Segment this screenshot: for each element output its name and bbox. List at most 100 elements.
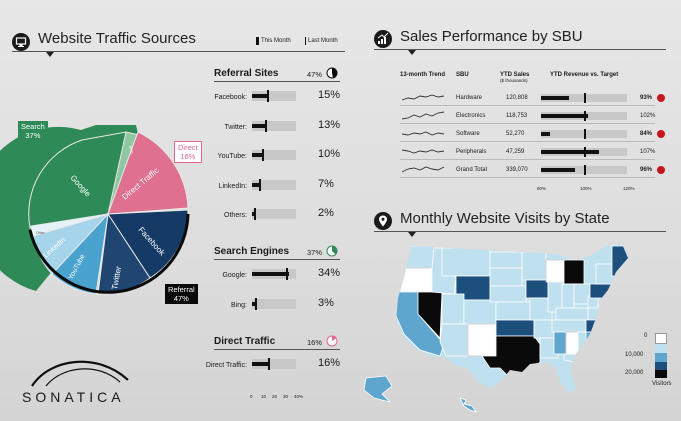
- row-bar-last-month: [259, 178, 262, 191]
- row-label: Others:: [224, 212, 247, 219]
- group-title: Referral Sites: [214, 68, 279, 79]
- state-ok: [495, 319, 535, 337]
- group-pct: 37%: [307, 248, 323, 257]
- row-bar-last-month: [254, 208, 257, 220]
- slice-label-bing: Bing: [128, 145, 135, 154]
- group-pie-icon: [326, 335, 338, 347]
- map-legend: [655, 333, 667, 378]
- state-or: [399, 267, 433, 293]
- map-pin-icon: [374, 212, 392, 230]
- row-bar-track: [252, 359, 296, 369]
- state-wa: [403, 245, 435, 269]
- group-pie-icon: [326, 67, 338, 79]
- row-pct: 3%: [318, 296, 334, 309]
- state-hi: [459, 397, 477, 413]
- row-bar-last-month: [267, 90, 270, 102]
- row-bar-value: [252, 153, 263, 157]
- row-bar-track: [252, 209, 296, 219]
- group-pie-icon: [326, 245, 338, 257]
- state-ar: [533, 319, 555, 339]
- revenue-target: [584, 165, 586, 175]
- alert-dot: [657, 166, 665, 174]
- slice-label-other: Other: [36, 231, 46, 235]
- callout-referral: Referral 47%: [165, 284, 198, 304]
- row-bar-value: [252, 272, 290, 276]
- state-tn: [551, 319, 587, 333]
- axis-tick-label: 30: [283, 394, 289, 399]
- sales-title-rule: [374, 49, 666, 50]
- row-label: LinkedIn:: [218, 182, 247, 190]
- state-in: [561, 283, 575, 309]
- callout-direct-label: Direct: [178, 143, 198, 152]
- group-pct: 16%: [307, 338, 323, 347]
- group-title-rule: [214, 349, 340, 350]
- header-trend: 13-month Trend: [400, 72, 446, 78]
- row-bar-value: [252, 362, 270, 366]
- header-ytd-label: YTD Sales: [500, 72, 530, 78]
- visits-title-rule: [374, 231, 666, 232]
- revenue-pct: 102%: [640, 113, 656, 119]
- revenue-axis-tick: 80%: [537, 186, 547, 191]
- legend-label-0: 0: [644, 333, 648, 339]
- state-mt: [441, 247, 491, 277]
- ytd-sales: 339,070: [506, 167, 528, 173]
- row-bar-track: [252, 179, 296, 190]
- axis-tick-label: 40%: [294, 394, 304, 399]
- row-bar-last-month: [268, 358, 271, 370]
- row-separator: [400, 105, 655, 106]
- row-pct: 13%: [318, 118, 341, 131]
- group-title-rule: [214, 81, 340, 82]
- state-al: [565, 331, 579, 355]
- row-pct: 34%: [318, 267, 341, 279]
- row-label: Twitter:: [224, 123, 247, 131]
- visits-title-pointer: [408, 232, 416, 237]
- row-separator: [400, 141, 655, 142]
- row-pct: 16%: [318, 357, 341, 369]
- revenue-pct: 107%: [640, 149, 656, 155]
- row-separator: [400, 177, 655, 178]
- state-sd: [489, 267, 523, 287]
- us-states-map: [363, 244, 628, 413]
- state-ak: [363, 375, 393, 403]
- header-ytd: YTD Sales ($ thousands): [500, 72, 529, 83]
- group-title-rule: [214, 259, 340, 260]
- row-bar-last-month: [265, 119, 268, 132]
- ytd-sales: 52,270: [506, 131, 525, 137]
- revenue-actual: [541, 96, 569, 100]
- sales-title: Sales Performance by SBU: [400, 28, 583, 45]
- last-month-swatch: [305, 37, 306, 45]
- visits-title: Monthly Website Visits by State: [400, 210, 610, 227]
- state-wi: [545, 259, 565, 283]
- state-il: [547, 281, 563, 313]
- monitor-icon: [12, 33, 30, 51]
- legend-swatch-0: [655, 333, 667, 344]
- state-nc: [585, 319, 617, 333]
- legend-this-label: This Month: [261, 38, 291, 44]
- axis-tick-label: 20: [272, 394, 278, 399]
- row-bar-track: [252, 120, 296, 131]
- axis-tick-label: 10: [261, 394, 267, 399]
- state-co: [463, 299, 497, 325]
- header-revenue: YTD Revenue vs. Target: [550, 72, 619, 78]
- trend-sparkline: [402, 149, 445, 154]
- state-ia: [525, 279, 549, 299]
- row-bar-last-month: [262, 149, 265, 161]
- revenue-target: [584, 93, 586, 103]
- row-pct: 10%: [318, 148, 341, 160]
- revenue-actual: [541, 114, 589, 118]
- referral-ring: [28, 213, 190, 294]
- legend-swatch-2: [655, 353, 667, 362]
- sales-title-pointer: [408, 50, 416, 55]
- state-mn: [521, 251, 547, 281]
- row-bar-last-month: [255, 297, 258, 310]
- state-nm: [467, 323, 497, 357]
- sbu-name: Electronics: [456, 113, 486, 119]
- trend-sparkline: [402, 94, 445, 101]
- ytd-sales: 47,259: [506, 149, 525, 155]
- state-nd: [489, 251, 523, 269]
- legend-last-month: Last Month: [305, 37, 338, 45]
- revenue-actual: [541, 150, 600, 154]
- alert-dot: [657, 130, 665, 138]
- trend-sparkline: [402, 111, 445, 120]
- legend-swatch-3: [655, 362, 667, 370]
